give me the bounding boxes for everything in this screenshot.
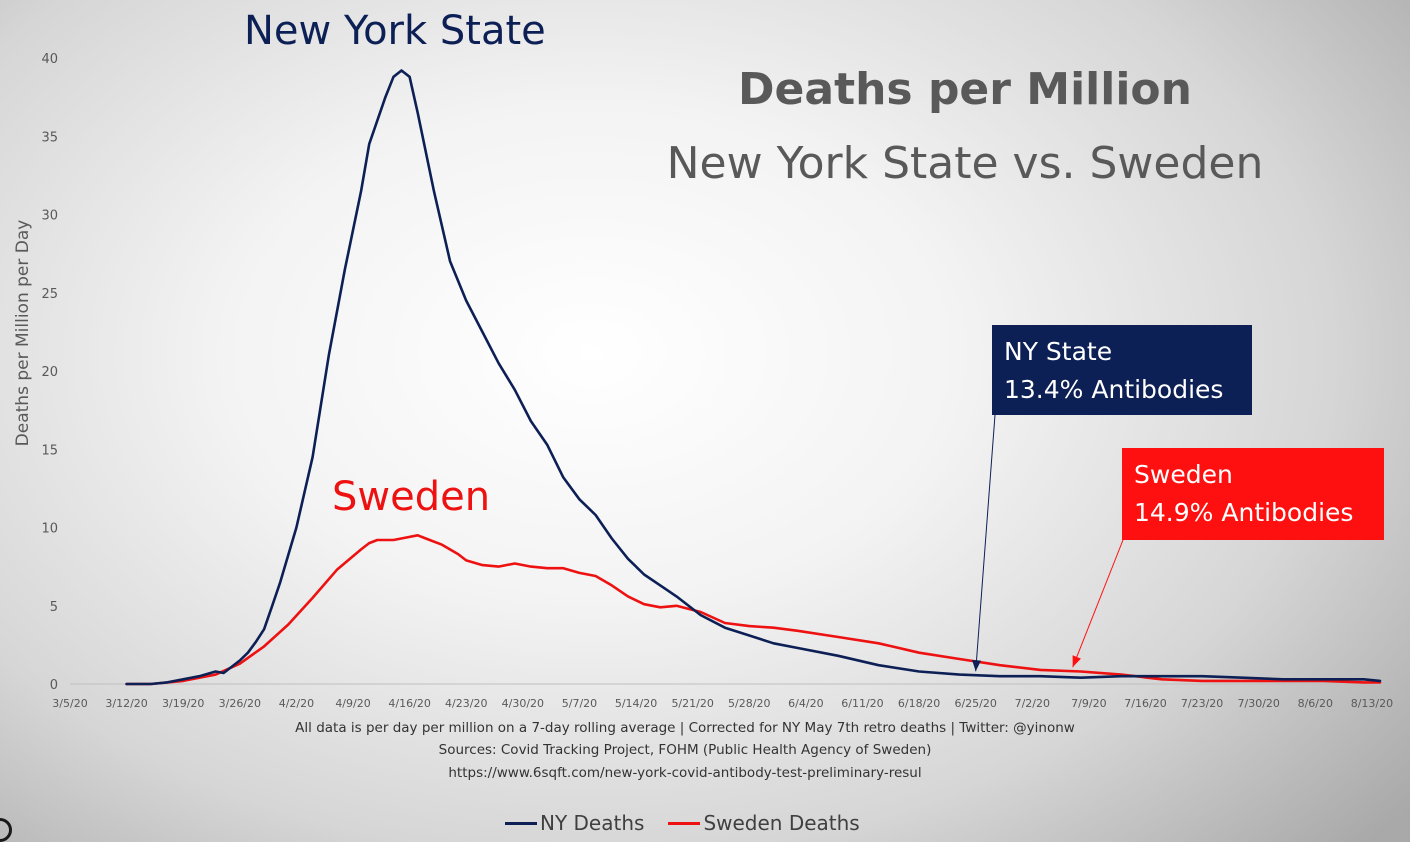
x-tick-label: 5/7/20 <box>562 697 597 710</box>
chart-title: Deaths per Million <box>738 64 1192 115</box>
legend-item-sweden: Sweden Deaths <box>668 811 860 835</box>
y-tick-label: 40 <box>41 52 58 67</box>
y-tick-label: 25 <box>41 287 58 302</box>
x-tick-label: 4/9/20 <box>335 697 370 710</box>
ny-deaths-line <box>125 69 1382 686</box>
y-tick-label: 0 <box>50 678 58 693</box>
y-tick-label: 15 <box>41 443 58 458</box>
ny-series-label: New York State <box>244 8 546 54</box>
y-tick-label: 20 <box>41 365 58 380</box>
ny-callout-arrowhead <box>972 659 981 672</box>
x-tick-label: 7/2/20 <box>1015 697 1050 710</box>
x-tick-label: 7/30/20 <box>1238 697 1280 710</box>
footer-sources: Sources: Covid Tracking Project, FOHM (P… <box>438 742 932 758</box>
sweden-series-label: Sweden <box>332 474 491 520</box>
sweden-deaths-line <box>125 533 1382 686</box>
sweden-callout-line-2: 14.9% Antibodies <box>1134 498 1354 527</box>
x-tick-label: 4/2/20 <box>279 697 314 710</box>
x-tick-label: 6/11/20 <box>841 697 883 710</box>
x-tick-label: 6/4/20 <box>788 697 823 710</box>
ny-antibodies-callout: NY State 13.4% Antibodies <box>992 325 1252 415</box>
x-axis: 3/5/20 3/12/20 3/19/20 3/26/20 4/2/20 4/9/20 4… <box>52 683 1393 710</box>
x-tick-label: 8/13/20 <box>1351 697 1393 710</box>
legend-label-ny: NY Deaths <box>540 811 645 835</box>
y-tick-label: 5 <box>50 600 58 615</box>
y-tick-label: 30 <box>41 209 58 224</box>
x-tick-label: 7/9/20 <box>1071 697 1106 710</box>
x-tick-label: 3/19/20 <box>162 697 204 710</box>
sweden-callout-arrow <box>1072 539 1124 668</box>
x-tick-label: 5/14/20 <box>615 697 657 710</box>
legend-swatch-sweden <box>668 821 701 825</box>
x-tick-label: 3/5/20 <box>52 697 87 710</box>
x-tick-label: 6/25/20 <box>954 697 996 710</box>
x-tick-label: 4/16/20 <box>388 697 430 710</box>
ny-callout-line-1: NY State <box>1004 337 1113 366</box>
x-tick-label: 4/30/20 <box>502 697 544 710</box>
x-tick-label: 7/16/20 <box>1124 697 1166 710</box>
legend-item-ny: NY Deaths <box>505 811 644 835</box>
y-axis-label: Deaths per Million per Day <box>13 220 33 447</box>
y-tick-label: 10 <box>41 522 58 537</box>
footer-note: All data is per day per million on a 7-d… <box>295 720 1075 736</box>
sweden-callout-arrowhead <box>1072 655 1081 668</box>
x-tick-label: 4/23/20 <box>445 697 487 710</box>
ny-callout-arrow <box>975 414 996 672</box>
y-axis: 0 5 10 15 20 25 30 35 40 <box>41 52 58 693</box>
x-tick-label: 6/18/20 <box>898 697 940 710</box>
x-tick-label: 7/23/20 <box>1181 697 1223 710</box>
footer-url: https://www.6sqft.com/new-york-covid-ant… <box>448 765 922 781</box>
legend-label-sweden: Sweden Deaths <box>703 811 860 835</box>
ny-callout-line-2: 13.4% Antibodies <box>1004 375 1224 404</box>
legend: NY Deaths Sweden Deaths <box>505 808 860 838</box>
sweden-callout-line-1: Sweden <box>1134 460 1233 489</box>
y-tick-label: 35 <box>41 130 58 145</box>
x-tick-label: 5/28/20 <box>728 697 770 710</box>
x-tick-label: 3/26/20 <box>219 697 261 710</box>
x-tick-label: 8/6/20 <box>1298 697 1333 710</box>
x-tick-label: 3/12/20 <box>105 697 147 710</box>
series-layer <box>125 69 1382 686</box>
sweden-antibodies-callout: Sweden 14.9% Antibodies <box>1122 448 1384 540</box>
chart-subtitle: New York State vs. Sweden <box>666 138 1264 189</box>
x-tick-label: 5/21/20 <box>671 697 713 710</box>
callout-arrows <box>972 414 1124 672</box>
legend-swatch-ny <box>505 821 537 825</box>
